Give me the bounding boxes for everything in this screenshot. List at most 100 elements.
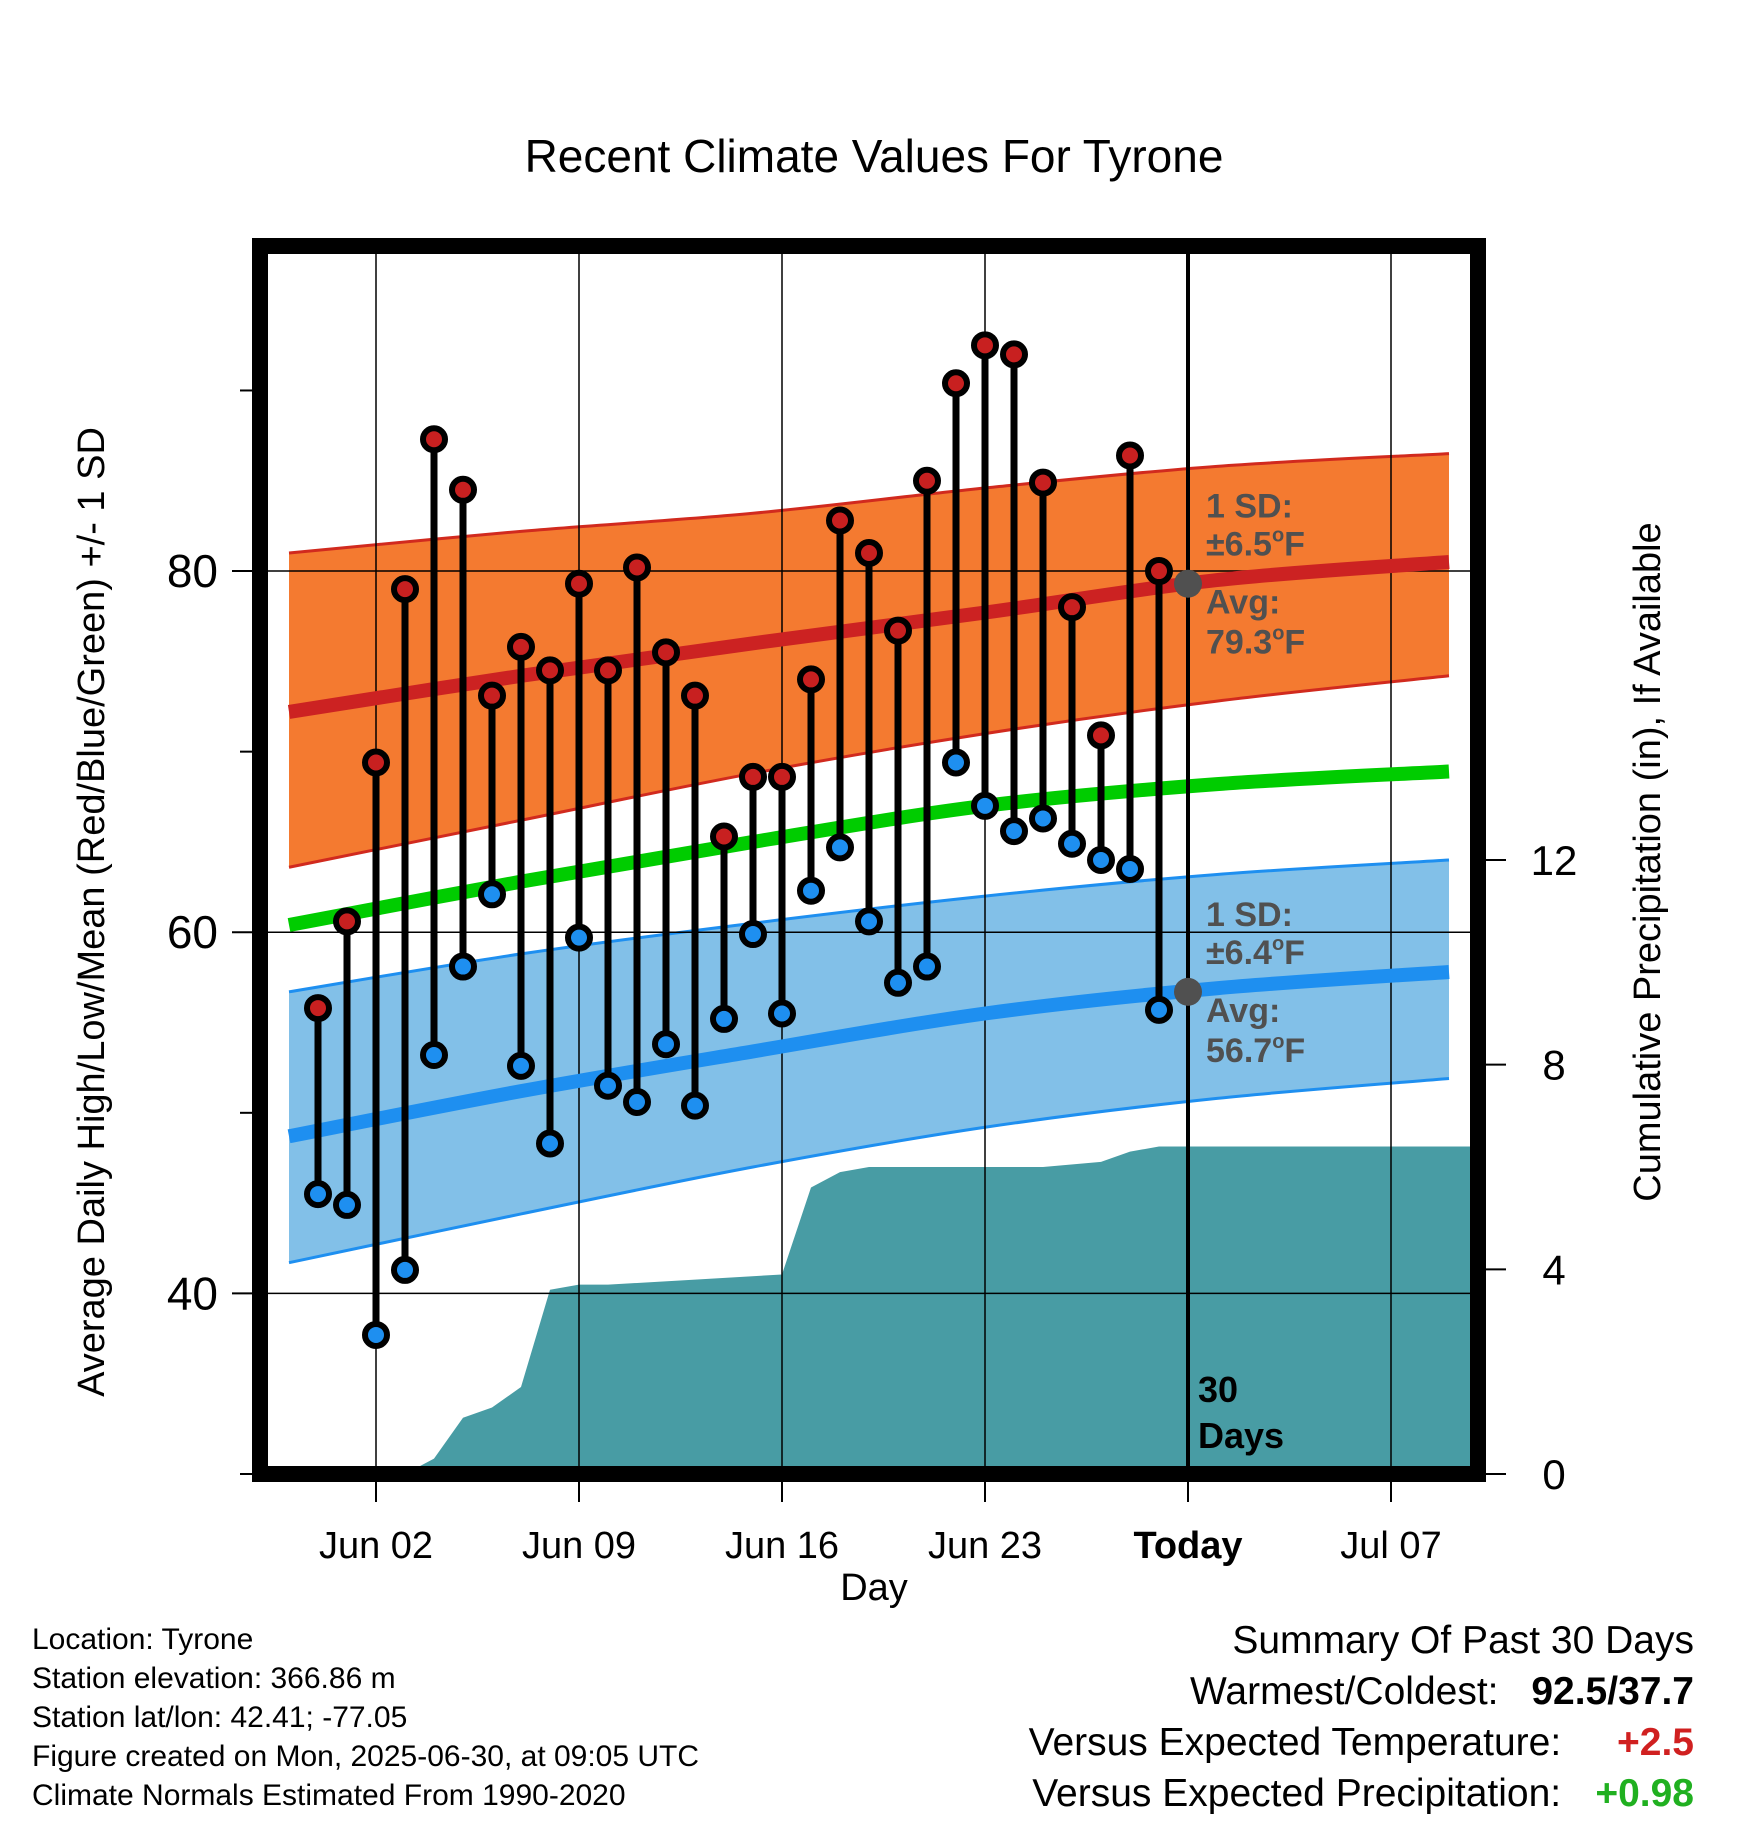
x-tick-label: Jun 02 (319, 1525, 433, 1567)
summary-precip-row: Versus Expected Precipitation: +0.98 (1029, 1768, 1694, 1819)
daily-high-point (971, 331, 999, 360)
plot-frame (252, 238, 1486, 1482)
daily-low-point (652, 1030, 680, 1059)
summary-title: Summary Of Past 30 Days (1232, 1619, 1694, 1662)
high-sd-value: ±6.5oF (1206, 525, 1305, 564)
avg-low-line (287, 964, 1450, 1144)
chart-title: Recent Climate Values For Tyrone (525, 130, 1224, 182)
daily-low-point (362, 1320, 390, 1349)
daily-low-point (739, 920, 767, 949)
daily-low-point (942, 748, 970, 777)
daily-low-point (478, 880, 506, 909)
y-axis-label: Average Daily High/Low/Mean (Red/Blue/Gr… (71, 427, 113, 1397)
y-tick-label: 40 (167, 1267, 218, 1319)
temp-label: Versus Expected Temperature: (1028, 1721, 1562, 1764)
location-text: Location: Tyrone (32, 1623, 254, 1656)
daily-high-point (913, 466, 941, 495)
daily-high-point (797, 665, 825, 694)
daily-high-point (391, 575, 419, 604)
daily-low-point (1000, 817, 1028, 846)
daily-high-point (942, 369, 970, 398)
precip-value: +0.98 (1595, 1772, 1694, 1815)
elevation-text: Station elevation: 366.86 m (32, 1662, 396, 1695)
daily-high-point (884, 616, 912, 645)
y2-tick-label: 8 (1542, 1042, 1565, 1089)
daily-low-point (913, 952, 941, 981)
daily-low-point (1029, 804, 1057, 833)
x-tick-label: Jun 16 (725, 1525, 839, 1567)
daily-low-point (507, 1051, 535, 1080)
normals-text: Climate Normals Estimated From 1990-2020 (32, 1779, 626, 1812)
daily-high-point (710, 822, 738, 851)
daily-high-point (536, 656, 564, 685)
temp-value: +2.5 (1617, 1721, 1694, 1764)
daily-low-point (681, 1091, 709, 1120)
y2-tick-label: 12 (1531, 837, 1578, 884)
low-avg-label: Avg: (1206, 992, 1280, 1030)
daily-low-point (594, 1071, 622, 1100)
x-tick-label: Jun 23 (928, 1525, 1042, 1567)
daily-high-point (739, 762, 767, 791)
daily-low-point (449, 952, 477, 981)
summary-temp-row: Versus Expected Temperature: +2.5 (1029, 1717, 1694, 1768)
today-label-number: 30 (1198, 1369, 1238, 1410)
low-sd-label: 1 SD: (1206, 896, 1293, 934)
daily-low-point (710, 1004, 738, 1033)
daily-high-point (681, 681, 709, 710)
low-avg-value: 56.7oF (1206, 1031, 1305, 1070)
y2-tick-label: 4 (1542, 1246, 1565, 1293)
x-tick-label: Jun 09 (522, 1525, 636, 1567)
today-label-unit: Days (1198, 1415, 1284, 1456)
daily-high-point (1029, 468, 1057, 497)
x-tick-label: Jul 07 (1340, 1525, 1441, 1567)
y2-axis-label: Cumulative Precipitation (in), If Availa… (1627, 522, 1669, 1201)
daily-high-point (1145, 557, 1173, 586)
daily-low-point (797, 876, 825, 905)
created-text: Figure created on Mon, 2025-06-30, at 09… (32, 1740, 700, 1773)
low-sd-band-lower-edge (288, 1077, 1450, 1265)
daily-low-point (1058, 829, 1086, 858)
daily-high-point (565, 569, 593, 598)
daily-high-point (1116, 441, 1144, 470)
daily-low-point (826, 833, 854, 862)
summary-panel: Summary Of Past 30 Days Warmest/Coldest:… (1029, 1615, 1694, 1819)
y2-tick-label: 0 (1542, 1451, 1565, 1498)
daily-low-point (333, 1190, 361, 1219)
daily-low-point (1087, 846, 1115, 874)
daily-high-point (826, 506, 854, 535)
daily-high-point (1000, 340, 1028, 369)
high-sd-label: 1 SD: (1206, 488, 1293, 526)
daily-low-point (768, 999, 796, 1028)
today-avg-low-marker (1174, 977, 1202, 1006)
daily-low-point (536, 1129, 564, 1158)
daily-high-point (768, 762, 796, 791)
warmest-value: 92.5/37.7 (1531, 1670, 1694, 1713)
daily-high-point (1087, 721, 1115, 750)
precip-area (405, 1146, 1478, 1474)
y-tick-label: 80 (167, 545, 218, 597)
daily-high-point (478, 681, 506, 710)
daily-low-point (420, 1041, 448, 1070)
daily-high-point (420, 425, 448, 454)
daily-high-point (855, 539, 883, 567)
summary-warmest-row: Warmest/Coldest: 92.5/37.7 (1029, 1666, 1694, 1717)
high-sd-band-upper-edge (288, 452, 1450, 555)
daily-low-point (1116, 855, 1144, 884)
daily-high-point (507, 632, 535, 661)
daily-high-point (449, 475, 477, 504)
daily-high-point (333, 907, 361, 936)
station-info: Location: Tyrone Station elevation: 366.… (32, 1620, 699, 1815)
climate-chart: Recent Climate Values For Tyrone 1 SD:±6… (71, 130, 1669, 1609)
precip-label: Versus Expected Precipitation: (1032, 1772, 1562, 1815)
y-tick-label: 60 (167, 906, 218, 958)
high-avg-label: Avg: (1206, 584, 1280, 622)
high-avg-value: 79.3oF (1206, 623, 1305, 662)
daily-high-point (362, 748, 390, 777)
daily-high-point (652, 638, 680, 667)
today-avg-high-marker (1174, 569, 1202, 598)
x-tick-label: Today (1133, 1525, 1242, 1567)
daily-high-point (304, 994, 332, 1023)
daily-low-point (855, 907, 883, 936)
latlon-text: Station lat/lon: 42.41; -77.05 (32, 1701, 408, 1734)
